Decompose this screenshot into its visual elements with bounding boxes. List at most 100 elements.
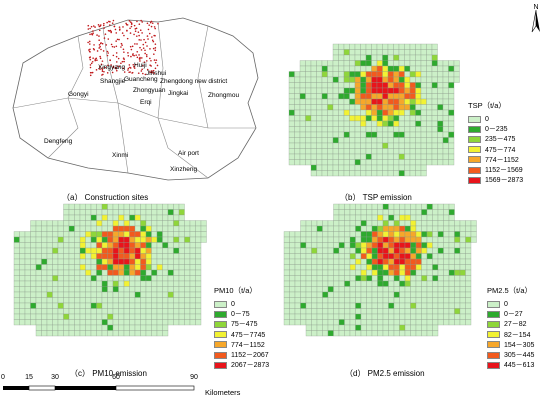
grid-cell [437,87,444,94]
grid-cell [118,231,125,238]
grid-cell [354,142,361,149]
grid-cell [465,302,472,309]
grid-cell [404,280,411,287]
grid-cell [167,253,174,260]
grid-cell [74,313,81,320]
grid-cell [426,65,433,72]
grid-cell [448,87,455,94]
grid-cell [382,148,389,155]
grid-cell [349,71,356,78]
construction-site-dot [101,60,104,62]
grid-cell [30,291,37,298]
grid-cell [398,153,405,160]
grid-cell [338,142,345,149]
grid-cell [382,76,389,83]
grid-cell [371,247,378,254]
construction-site-dot [88,40,91,43]
construction-site-dot [133,33,135,36]
grid-cell [332,54,339,61]
grid-cell [415,54,422,61]
grid-cell [393,247,400,254]
grid-cell [371,264,378,271]
grid-cell [189,275,196,282]
grid-cell [129,253,136,260]
construction-site-dot [125,22,127,25]
grid-cell [299,71,306,78]
grid-cell [167,297,174,304]
grid-cell [360,153,367,160]
grid-cell [101,302,108,309]
grid-cell [35,242,42,249]
grid-cell [151,220,158,227]
grid-cell [294,247,301,254]
grid-cell [90,313,97,320]
grid-cell [57,319,64,326]
grid-cell [85,247,92,254]
grid-cell [393,93,400,100]
construction-site-dot [122,48,125,51]
grid-cell [52,308,59,315]
grid-cell [288,159,295,166]
grid-cell [46,253,53,260]
grid-cell [437,302,444,309]
grid-cell [437,308,444,315]
grid-cell [387,54,394,61]
grid-cell [333,330,340,337]
grid-cell [382,109,389,116]
grid-cell [134,236,141,243]
grid-cell [178,203,185,210]
grid-cell [294,98,301,105]
grid-cell [360,269,367,276]
grid-cell [344,319,351,326]
grid-cell [294,269,301,276]
grid-cell [338,297,345,304]
grid-cell [349,98,356,105]
grid-cell [123,264,130,271]
grid-cell [333,225,340,232]
grid-cell [327,264,334,271]
grid-cell [415,65,422,72]
grid-cell [399,225,406,232]
construction-site-dot [99,55,101,58]
grid-cell [68,253,75,260]
grid-cell [398,164,405,171]
grid-cell [156,214,163,221]
construction-site-dot [133,65,135,68]
grid-cell [426,291,433,298]
grid-cell [382,330,389,337]
grid-cell [366,220,373,227]
construction-site-dot [112,66,115,69]
grid-cell [420,65,427,72]
grid-cell [101,247,108,254]
grid-cell [178,319,185,326]
grid-cell [129,220,136,227]
grid-cell [465,264,472,271]
grid-cell [393,49,400,56]
grid-cell [311,308,318,315]
construction-site-dot [149,64,151,66]
grid-cell [162,330,169,337]
grid-cell [13,269,20,276]
grid-cell [327,225,334,232]
grid-cell [294,236,301,243]
grid-cell [316,87,323,94]
grid-cell [393,291,400,298]
grid-cell [134,258,141,265]
grid-cell [371,236,378,243]
grid-cell [118,203,125,210]
grid-cell [305,264,312,271]
grid-cell [409,87,416,94]
grid-cell [19,286,26,293]
legend-swatch [487,320,500,328]
grid-cell [415,269,422,276]
grid-cell [19,264,26,271]
grid-cell [393,104,400,111]
grid-cell [107,324,114,331]
grid-cell [443,247,450,254]
panel-construction-sites: Gongyi Xingyang Shangjie Huiji Jinshui G… [8,8,263,188]
legend-item: 75－475 [214,319,269,329]
grid-cell [421,236,428,243]
grid-cell [465,313,472,320]
grid-cell [399,203,406,210]
grid-cell [349,153,356,160]
